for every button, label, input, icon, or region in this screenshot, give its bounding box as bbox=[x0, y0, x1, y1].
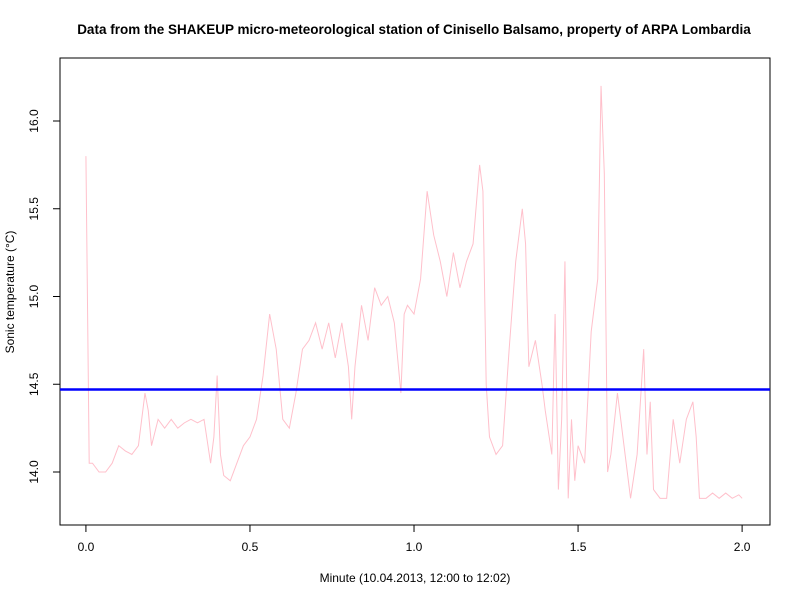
x-tick-label: 1.5 bbox=[570, 540, 587, 554]
x-tick-label: 0.0 bbox=[78, 540, 95, 554]
plot-frame bbox=[59, 57, 771, 526]
y-tick-label: 16.0 bbox=[27, 109, 41, 133]
y-tick-label: 15.5 bbox=[27, 197, 41, 221]
y-axis-label: Sonic temperature (°C) bbox=[3, 231, 17, 354]
x-tick-label: 1.0 bbox=[406, 540, 423, 554]
data-line bbox=[85, 85, 743, 499]
chart-title: Data from the SHAKEUP micro-meteorologic… bbox=[77, 22, 751, 37]
x-axis-label: Minute (10.04.2013, 12:00 to 12:02) bbox=[320, 571, 511, 585]
x-tick-label: 0.5 bbox=[242, 540, 259, 554]
y-tick-label: 14.5 bbox=[27, 372, 41, 396]
y-tick-label: 15.0 bbox=[27, 284, 41, 308]
y-tick-label: 14.0 bbox=[27, 460, 41, 484]
x-tick-label: 2.0 bbox=[734, 540, 751, 554]
